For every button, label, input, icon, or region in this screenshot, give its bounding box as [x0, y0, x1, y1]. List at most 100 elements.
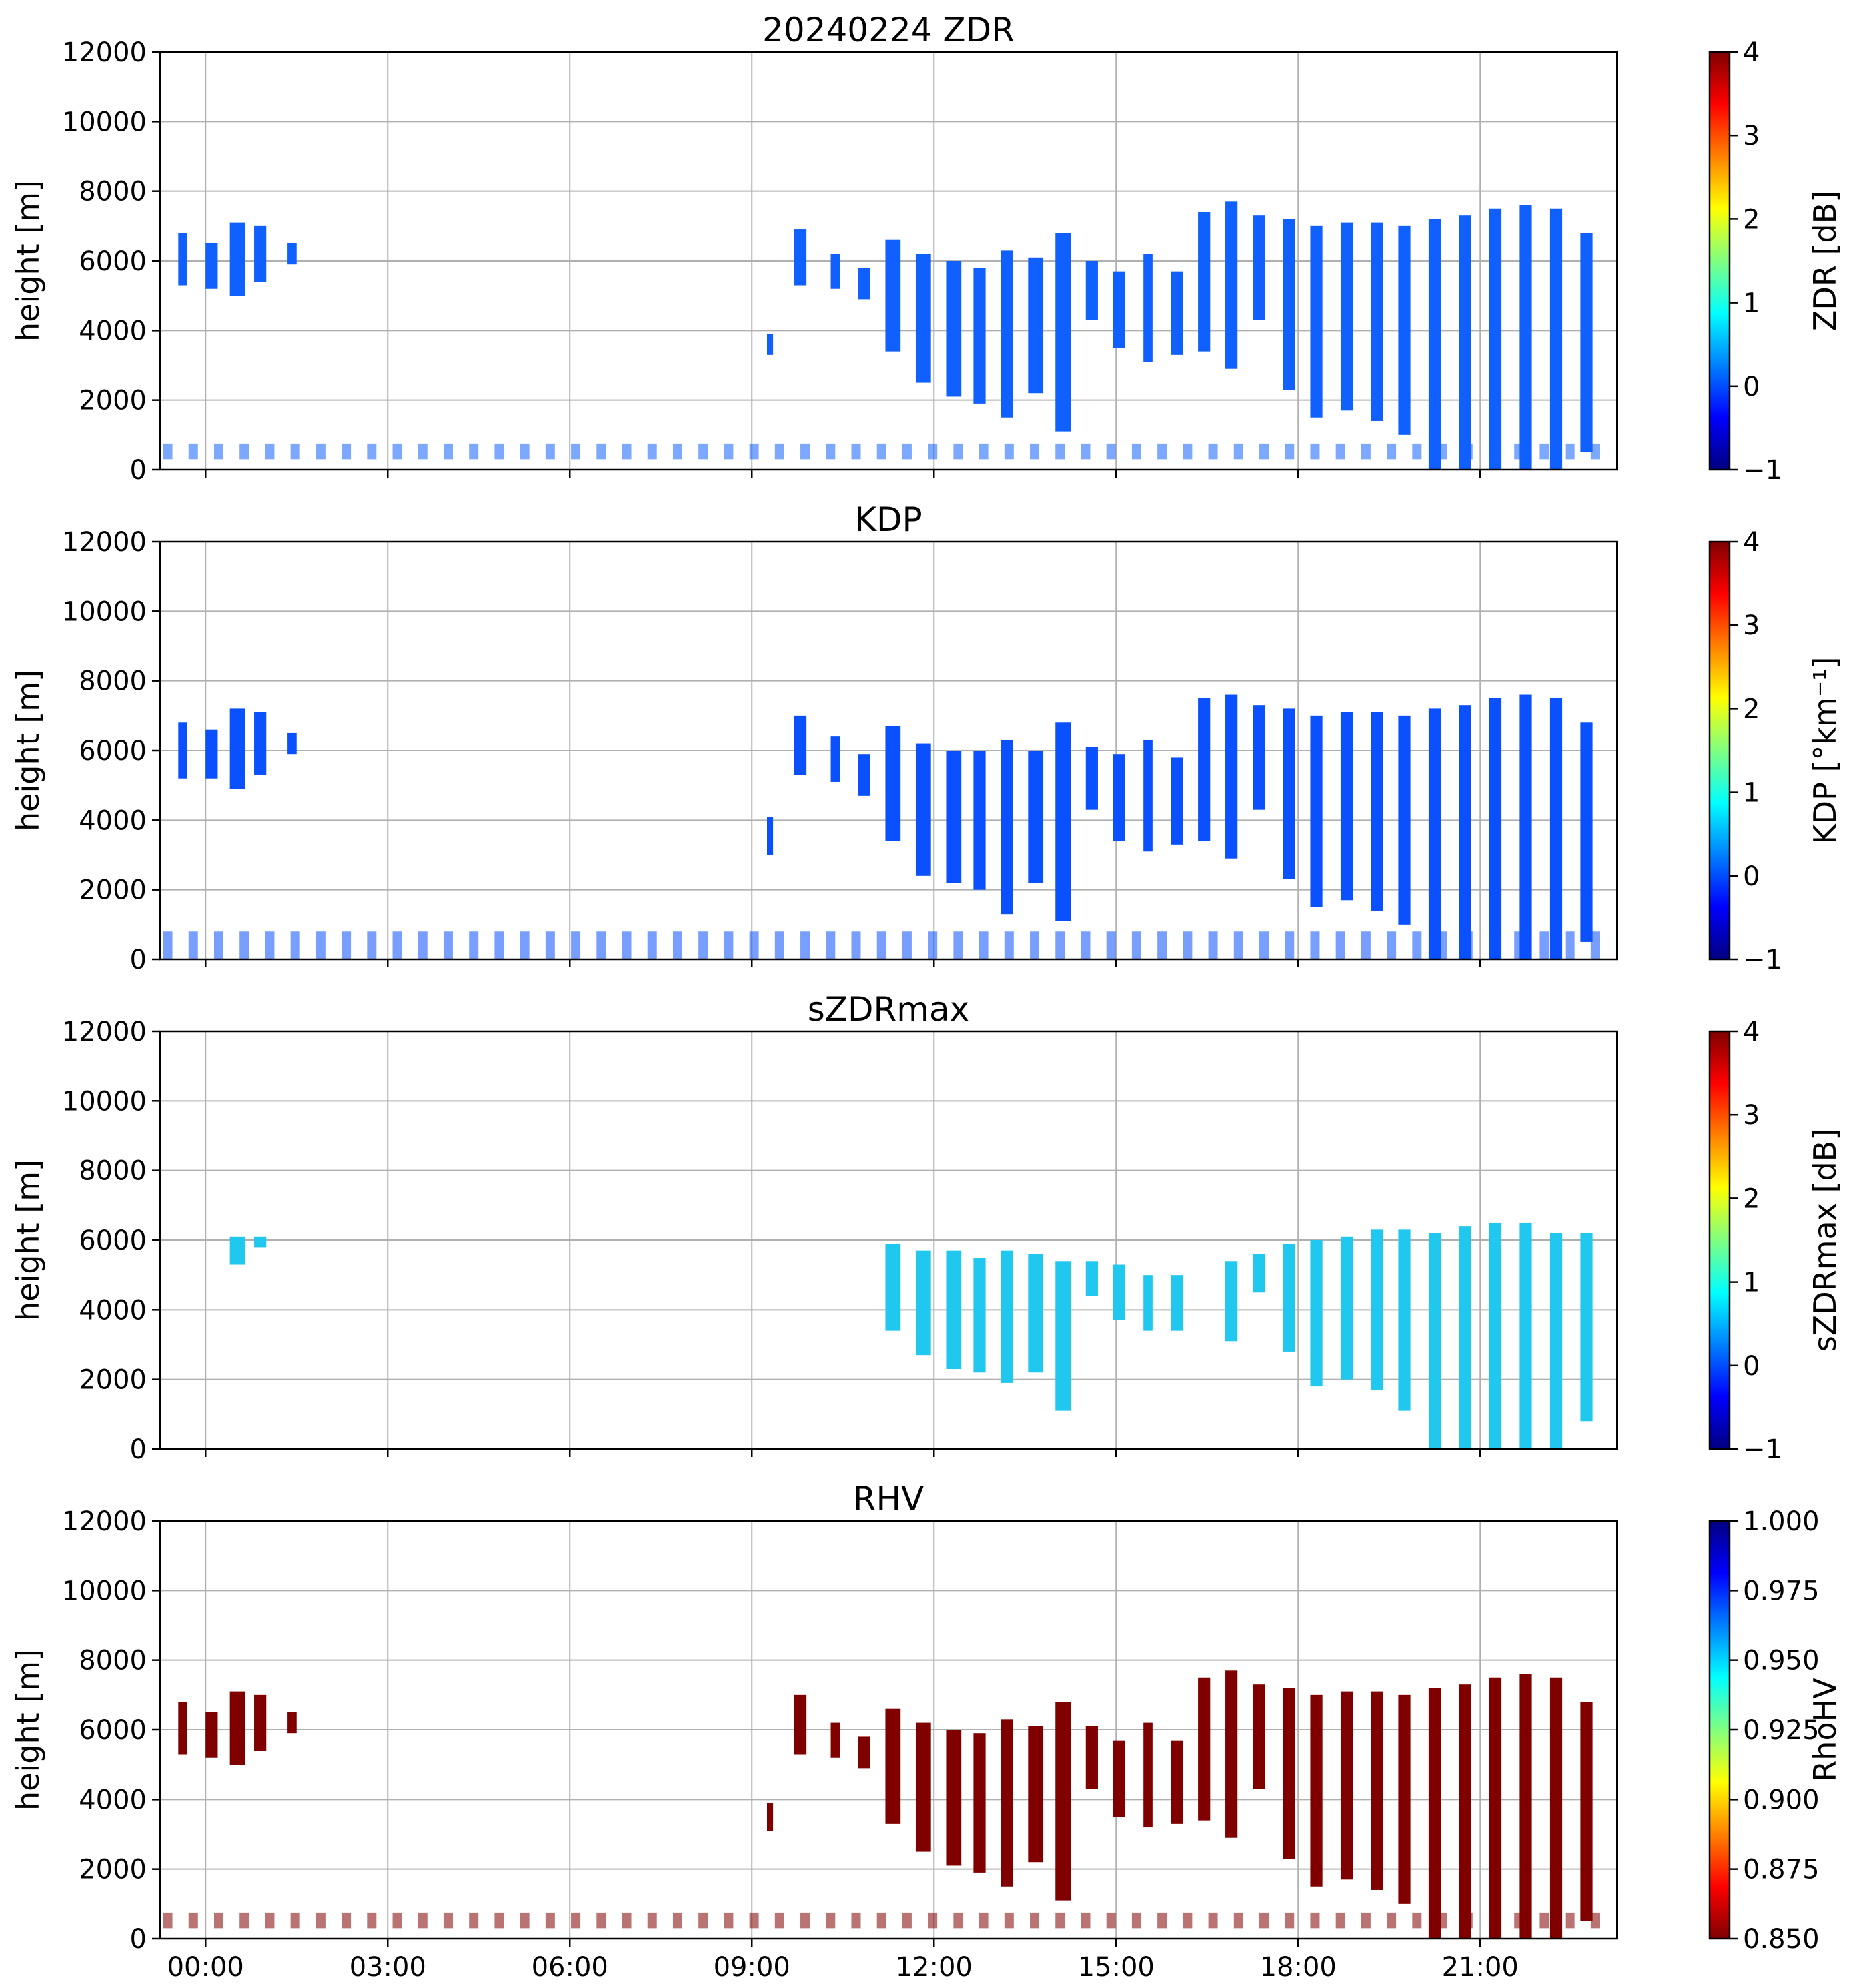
echo-segment: [915, 1250, 931, 1356]
low-level-echo: [265, 443, 275, 460]
colorbar-tick-label: 1.000: [1743, 1506, 1820, 1537]
colorbar: 0.850 0.875 0.900 0.925 0.950 0.975 1.000 RhoHV: [1708, 1506, 1843, 1955]
echo-segment: [1113, 271, 1125, 348]
y-tick-label: 4000: [79, 1295, 147, 1326]
echo-segment: [1371, 222, 1383, 421]
low-level-echo: [520, 931, 530, 959]
echo-segment: [1113, 1740, 1125, 1817]
echo-segment: [287, 732, 297, 755]
y-axis-label: height [m]: [10, 670, 46, 831]
colorbar-tick-label: 0.900: [1743, 1785, 1820, 1815]
echo-segment: [858, 754, 870, 796]
low-level-echo: [1208, 1912, 1218, 1929]
low-level-echo: [443, 443, 453, 460]
y-tick-label: 12000: [62, 1506, 147, 1537]
echo-segment: [229, 708, 245, 789]
low-level-echo: [213, 443, 223, 460]
echo-segment: [1171, 271, 1183, 355]
low-level-echo: [1285, 1912, 1295, 1929]
low-level-echo: [876, 443, 886, 460]
low-level-echo: [1335, 443, 1345, 460]
low-level-echo: [443, 1912, 453, 1929]
echo-segment: [287, 1712, 297, 1734]
y-tick-label: 8000: [79, 177, 147, 207]
low-level-echo: [367, 1912, 377, 1929]
echo-segment: [946, 1730, 962, 1866]
low-level-echo: [1361, 1912, 1371, 1929]
y-tick-label: 4000: [79, 1785, 147, 1815]
colorbar-tick-label: 0.950: [1743, 1646, 1820, 1676]
y-tick-label: 2000: [79, 875, 147, 906]
low-level-echo: [1285, 443, 1295, 460]
low-level-echo: [826, 443, 836, 460]
low-level-echo: [342, 443, 352, 460]
low-level-echo: [342, 1912, 352, 1929]
y-tick-label: 10000: [62, 107, 147, 137]
echo-segment: [1459, 1684, 1471, 1939]
low-level-echo: [1539, 443, 1549, 460]
echo-segment: [1283, 708, 1295, 880]
echo-segment: [229, 1691, 245, 1765]
colorbar-tick-label: 0: [1743, 1351, 1760, 1382]
echo-segment: [973, 751, 986, 890]
echo-segment: [1055, 233, 1071, 432]
echo-segment: [1519, 1674, 1532, 1939]
echo-segment: [1085, 261, 1098, 320]
echo-segment: [1001, 740, 1013, 915]
low-level-echo: [647, 1912, 657, 1929]
low-level-echo: [1259, 443, 1269, 460]
echo-segment: [1459, 215, 1471, 470]
low-level-echo: [698, 1912, 708, 1929]
panel-4: 0 2000 4000 6000 8000 10000 12000 00:00 03:00 06:…: [10, 1480, 1843, 1983]
y-tick-label: 4000: [79, 316, 147, 346]
low-level-echo: [392, 1912, 402, 1929]
echo-segment: [1519, 1222, 1532, 1449]
low-level-echo: [392, 443, 402, 460]
low-level-echo: [1208, 443, 1218, 460]
colorbar-tick-label: 0: [1743, 372, 1760, 402]
echo-segment: [973, 1733, 986, 1873]
low-level-echo: [1310, 443, 1320, 460]
echo-segment: [1340, 712, 1353, 901]
echo-segment: [1225, 694, 1238, 859]
echo-segment: [885, 726, 901, 841]
data-layer: [163, 1670, 1600, 1939]
low-level-echo: [392, 931, 402, 959]
low-level-echo: [902, 1912, 912, 1929]
low-level-echo: [1081, 443, 1091, 460]
colorbar-frame: [1708, 540, 1731, 961]
echo-segment: [229, 1236, 245, 1265]
low-level-echo: [1183, 443, 1193, 460]
echo-segment: [1225, 201, 1238, 369]
echo-segment: [1028, 257, 1044, 394]
y-tick-label: 0: [130, 945, 147, 975]
low-level-echo: [1539, 1912, 1549, 1929]
echo-segment: [205, 243, 218, 289]
low-level-echo: [876, 931, 886, 959]
echo-segment: [1489, 1677, 1502, 1939]
low-level-echo: [979, 1912, 989, 1929]
echo-segment: [1113, 754, 1125, 841]
low-level-echo: [290, 443, 300, 460]
echo-segment: [1489, 698, 1502, 959]
y-tick-label: 12000: [62, 527, 147, 558]
data-layer: [163, 201, 1600, 470]
y-tick-label: 0: [130, 455, 147, 486]
echo-segment: [1549, 1233, 1563, 1449]
colorbar-tick-label: 0.875: [1743, 1855, 1820, 1885]
echo-segment: [1253, 1254, 1265, 1293]
low-level-echo: [724, 443, 734, 460]
low-level-echo: [1539, 931, 1549, 959]
panel-title: RHV: [853, 1480, 924, 1518]
echo-segment: [1428, 708, 1441, 959]
echo-segment: [1580, 233, 1593, 452]
low-level-echo: [1285, 931, 1295, 959]
echo-segment: [254, 1236, 267, 1248]
low-level-echo: [851, 931, 861, 959]
echo-segment: [830, 254, 840, 289]
low-level-echo: [239, 931, 249, 959]
echo-segment: [1580, 722, 1593, 942]
low-level-echo: [418, 443, 428, 460]
low-level-echo: [571, 1912, 581, 1929]
